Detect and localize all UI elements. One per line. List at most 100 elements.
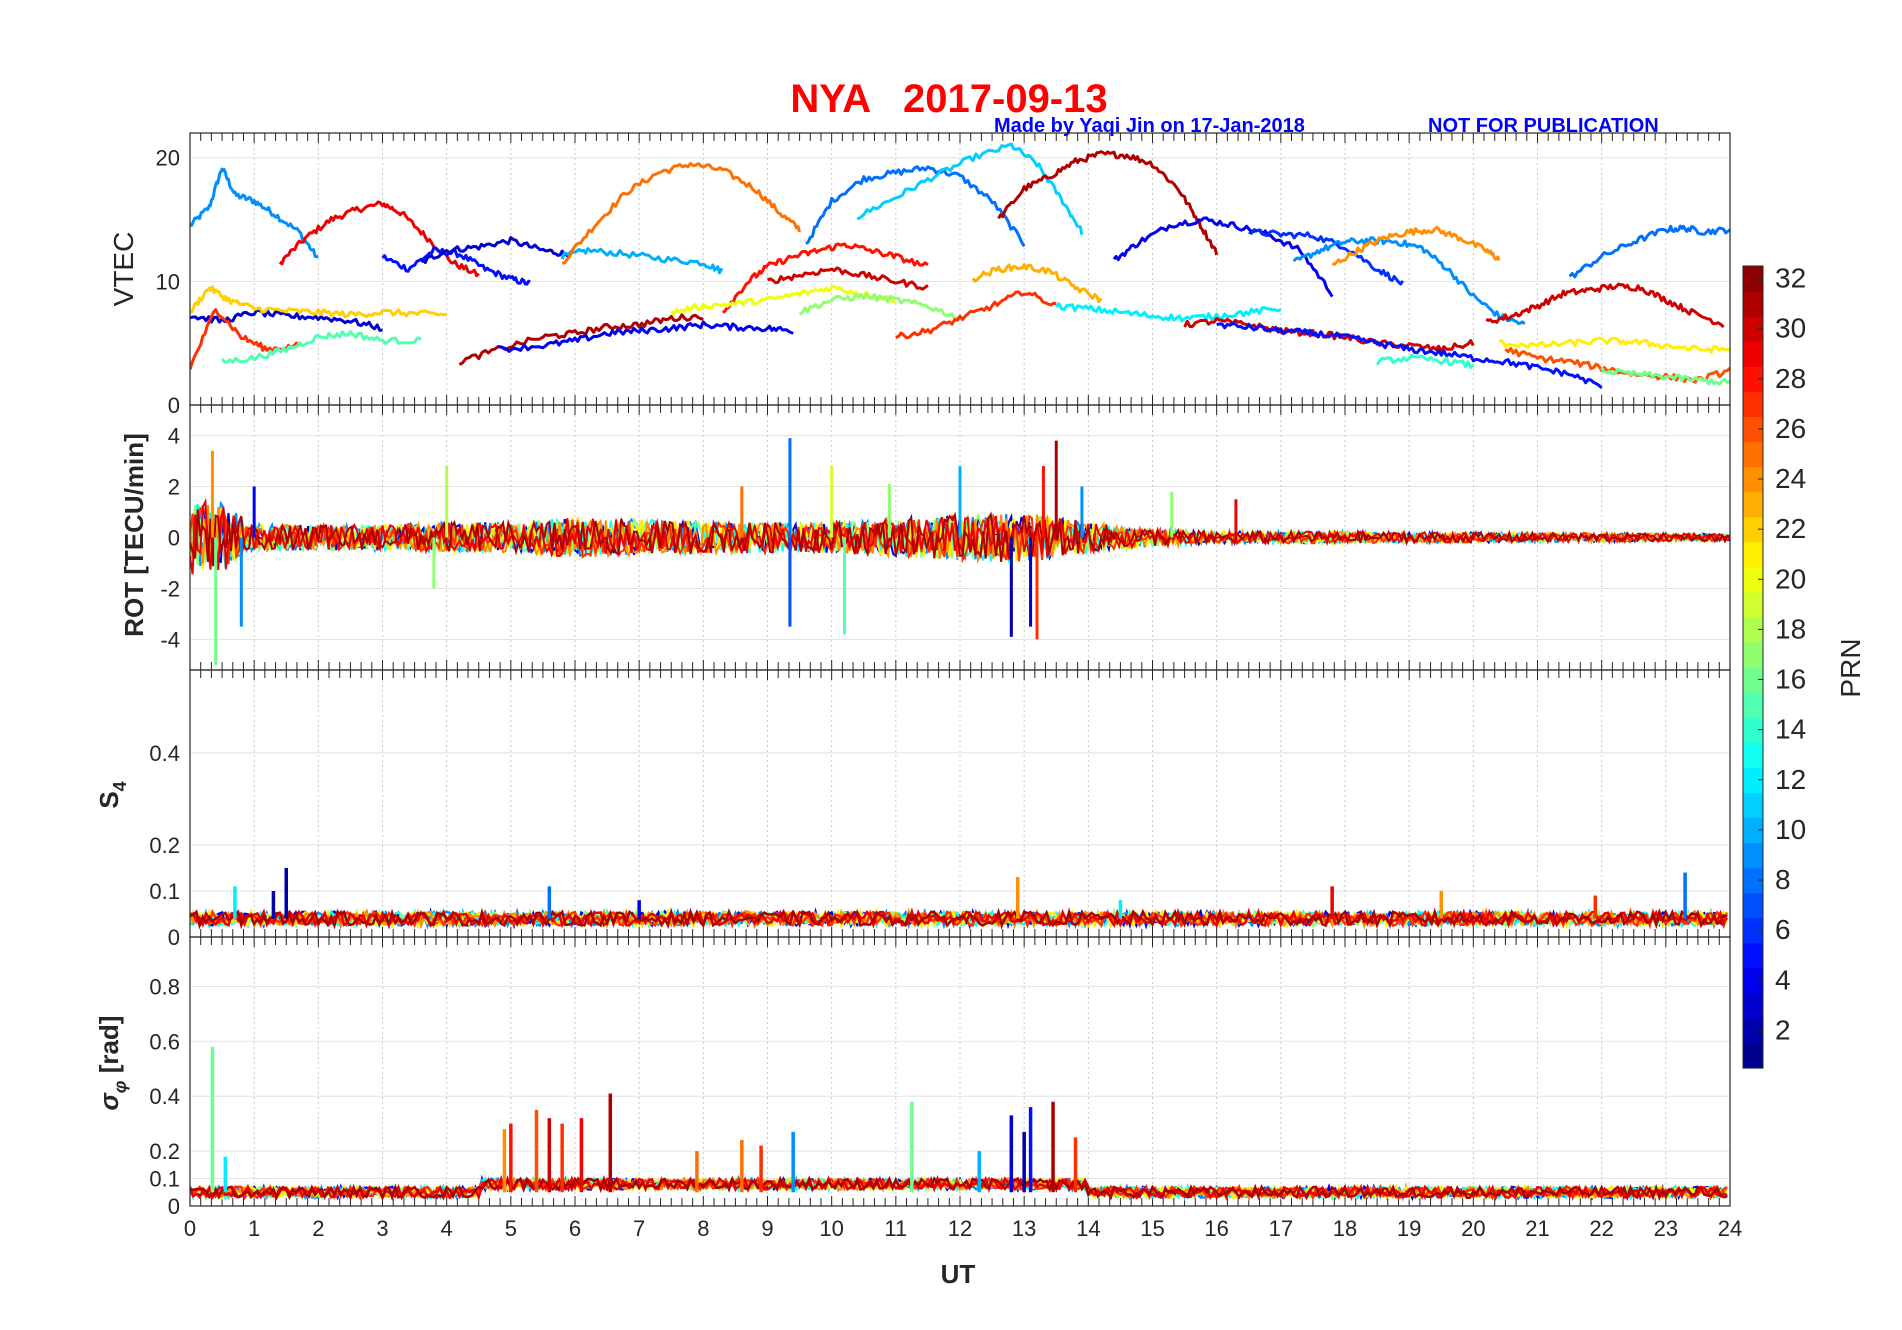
- colorbar-segment: [1743, 942, 1763, 969]
- y-tick-label: -2: [160, 576, 180, 601]
- colorbar-segment: [1743, 867, 1763, 894]
- vtec-series-line: [561, 162, 802, 265]
- vtec-ylabel: VTEC: [108, 232, 139, 307]
- y-tick-label: 4: [168, 424, 180, 449]
- colorbar-segment: [1743, 266, 1763, 292]
- vtec-series-line: [190, 285, 448, 319]
- colorbar-tick-label: 16: [1775, 664, 1806, 695]
- colorbar-segment: [1743, 717, 1763, 743]
- vtec-series-line: [560, 247, 724, 275]
- y-tick-label: 0.4: [149, 741, 180, 766]
- colorbar-segment: [1743, 967, 1763, 994]
- colorbar-tick-label: 6: [1775, 914, 1791, 945]
- y-tick-label: 0: [168, 393, 180, 418]
- vtec-series-line: [220, 330, 422, 364]
- vtec-series-line: [895, 290, 1057, 340]
- y-tick-label: 2: [168, 475, 180, 500]
- colorbar-segment: [1743, 341, 1763, 367]
- colorbar-segment: [1743, 491, 1763, 518]
- x-tick-label: 10: [819, 1216, 843, 1241]
- colorbar-tick-label: 24: [1775, 463, 1806, 494]
- vtec-series-line: [1498, 336, 1730, 354]
- data-layer-vtec: [190, 142, 1730, 390]
- colorbar-segment: [1743, 616, 1763, 643]
- x-tick-label: 7: [633, 1216, 645, 1241]
- panel-vtec: 0 10 20: [156, 132, 1731, 418]
- colorbar-tick-label: 28: [1775, 363, 1806, 394]
- colorbar-segment: [1743, 441, 1763, 468]
- x-tick-label: 6: [569, 1216, 581, 1241]
- colorbar-tick-label: 26: [1775, 413, 1806, 444]
- vtec-series-line: [190, 167, 319, 259]
- colorbar-tick-label: 8: [1775, 864, 1791, 895]
- colorbar-segment: [1743, 692, 1763, 718]
- y-tick-label: 0.1: [149, 1167, 180, 1192]
- y-tick-label: 0: [168, 526, 180, 551]
- colorbar-tick-label: 2: [1775, 1014, 1791, 1045]
- x-tick-label: 15: [1140, 1216, 1164, 1241]
- vtec-series-line: [1292, 236, 1526, 326]
- credit-text: Made by Yaqi Jin on 17-Jan-2018: [994, 115, 1305, 137]
- colorbar-segment: [1743, 641, 1763, 668]
- colorbar-tick-label: 12: [1775, 764, 1806, 795]
- panel-s4: 0 0.1 0.2 0.4: [149, 669, 1731, 950]
- colorbar-segment: [1743, 992, 1763, 1019]
- colorbar-segment: [1743, 541, 1763, 568]
- colorbar-segment: [1743, 391, 1763, 417]
- colorbar-tick-label: 22: [1775, 513, 1806, 544]
- colorbar-segment: [1743, 842, 1763, 869]
- y-tick-label: 0.1: [149, 879, 180, 904]
- vtec-series-line: [1568, 224, 1730, 279]
- colorbar-tick-label: 10: [1775, 814, 1806, 845]
- colorbar-tick-label: 14: [1775, 714, 1806, 745]
- colorbar-segment: [1743, 892, 1763, 919]
- colorbar-tick-label: 20: [1775, 563, 1806, 594]
- x-tick-label: 2: [312, 1216, 324, 1241]
- vtec-series-line: [670, 284, 897, 316]
- data-layer-sigma_phi: [190, 1046, 1728, 1202]
- vtec-series-line: [1216, 322, 1603, 390]
- vtec-series-line: [799, 292, 962, 322]
- vtec-series-line: [805, 165, 1026, 248]
- data-layer-s4: [190, 867, 1729, 931]
- rot-series-line: [190, 509, 1730, 567]
- x-tick-label: 11: [884, 1216, 907, 1241]
- y-tick-label: 0.2: [149, 833, 180, 858]
- colorbar-segment: [1743, 416, 1763, 443]
- not-for-publication-text: NOT FOR PUBLICATION: [1428, 115, 1659, 137]
- y-tick-label: 10: [156, 269, 180, 294]
- x-tick-label: 14: [1076, 1216, 1100, 1241]
- rot-ylabel: ROT [TECU/min]: [119, 433, 149, 637]
- x-tick-label: 12: [948, 1216, 972, 1241]
- colorbar-segment: [1743, 767, 1763, 793]
- colorbar-segment: [1743, 316, 1763, 342]
- colorbar-segment: [1743, 667, 1763, 693]
- x-tick-label: 18: [1333, 1216, 1357, 1241]
- colorbar-tick-label: 4: [1775, 964, 1791, 995]
- vtec-series-line: [1248, 228, 1405, 286]
- vtec-series-line: [971, 263, 1103, 304]
- x-tick-label: 21: [1525, 1216, 1549, 1241]
- colorbar-segment: [1743, 591, 1763, 618]
- x-axis-label: UT: [941, 1259, 976, 1289]
- colorbar-segment: [1743, 366, 1763, 392]
- y-tick-label: -4: [160, 627, 180, 652]
- y-tick-label: 0.2: [149, 1139, 180, 1164]
- colorbar-segment: [1743, 1017, 1763, 1044]
- y-tick-label: 20: [156, 146, 180, 171]
- colorbar-tick-label: 18: [1775, 613, 1806, 644]
- x-tick-label: 17: [1269, 1216, 1293, 1241]
- colorbar-segment: [1743, 566, 1763, 593]
- colorbar-frame: [1742, 265, 1764, 1069]
- x-tick-label: 24: [1718, 1216, 1742, 1241]
- y-tick-label: 0.6: [149, 1029, 180, 1054]
- colorbar-label: PRN: [1835, 638, 1866, 697]
- y-tick-label: 0.8: [149, 974, 180, 999]
- colorbar-segment: [1743, 291, 1763, 317]
- panel-rot: -4 -2 0 2 4: [160, 404, 1731, 671]
- colorbar-tick-label: 32: [1775, 263, 1806, 294]
- x-tick-label: 4: [441, 1216, 453, 1241]
- sigma-phi-ylabel: σφ [rad]: [94, 1016, 130, 1111]
